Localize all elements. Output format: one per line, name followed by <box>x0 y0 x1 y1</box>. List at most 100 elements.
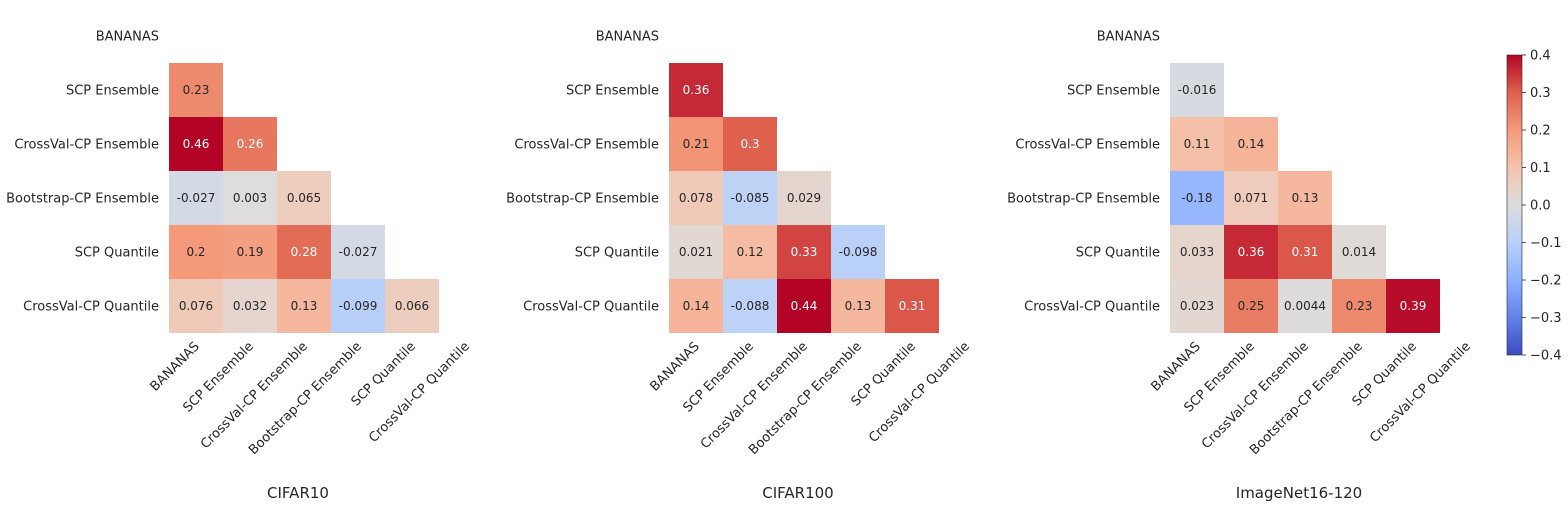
heatmap-cell <box>169 225 223 279</box>
column-label: CrossVal-CP Ensemble <box>1199 339 1312 452</box>
cell-value-label: 0.31 <box>899 299 926 313</box>
cell-value-label: -0.088 <box>731 299 770 313</box>
cell-value-label: 0.023 <box>1180 299 1214 313</box>
cell-value-label: 0.071 <box>1234 191 1268 205</box>
heatmap-cell <box>1278 171 1332 225</box>
cell-value-label: 0.021 <box>679 245 713 259</box>
heatmap-cell <box>277 225 331 279</box>
cell-value-label: 0.23 <box>1346 299 1373 313</box>
cell-value-label: -0.18 <box>1181 191 1212 205</box>
row-label: BANANAS <box>96 30 159 45</box>
column-label: BANANAS <box>1148 339 1203 394</box>
cell-value-label: 0.28 <box>291 245 318 259</box>
heatmap-cell <box>885 279 939 333</box>
heatmap-cell <box>669 63 723 117</box>
cell-value-label: 0.33 <box>791 245 818 259</box>
heatmap-cell <box>277 171 331 225</box>
heatmap-cell <box>1170 63 1224 117</box>
heatmap-cell <box>831 225 885 279</box>
column-label: Bootstrap-CP Ensemble <box>246 339 365 458</box>
heatmap-cell <box>1332 279 1386 333</box>
cell-value-label: 0.46 <box>183 137 210 151</box>
colorbar-tick-label: 0.2 <box>1530 124 1551 139</box>
cell-value-label: -0.016 <box>1178 83 1217 97</box>
cell-value-label: -0.027 <box>177 191 216 205</box>
row-label: Bootstrap-CP Ensemble <box>506 192 659 207</box>
colorbar-tick-label: −0.1 <box>1530 236 1562 251</box>
cell-value-label: 0.31 <box>1292 245 1319 259</box>
cell-value-label: -0.085 <box>731 191 770 205</box>
cell-value-label: 0.26 <box>237 137 264 151</box>
heatmap-cell <box>223 225 277 279</box>
heatmap-cell <box>723 279 777 333</box>
row-label: SCP Ensemble <box>66 84 159 99</box>
cell-value-label: 0.066 <box>395 299 429 313</box>
heatmap-panel-1: BANANAS SCP Ensemble CrossVal-CP Ensemble B… <box>6 30 473 503</box>
heatmap-cell <box>723 117 777 171</box>
cell-value-label: 0.39 <box>1400 299 1427 313</box>
row-label: CrossVal-CP Ensemble <box>14 138 159 153</box>
cell-value-label: 0.11 <box>1184 137 1211 151</box>
cell-value-label: 0.44 <box>791 299 818 313</box>
cell-value-label: 0.0044 <box>1284 299 1326 313</box>
heatmap-cell <box>1170 279 1224 333</box>
heatmap-cell <box>669 279 723 333</box>
cell-value-label: -0.027 <box>339 245 378 259</box>
column-label: CrossVal-CP Quantile <box>866 339 973 446</box>
row-label: BANANAS <box>596 30 659 45</box>
row-label: Bootstrap-CP Ensemble <box>1007 192 1160 207</box>
colorbar-gradient <box>1506 54 1523 356</box>
row-label: SCP Ensemble <box>566 84 659 99</box>
heatmap-cell <box>669 117 723 171</box>
row-label: CrossVal-CP Ensemble <box>1015 138 1160 153</box>
colorbar-tick-label: −0.2 <box>1530 274 1562 289</box>
heatmap-cell <box>1386 279 1440 333</box>
heatmap-cell <box>169 63 223 117</box>
cell-value-label: 0.029 <box>787 191 821 205</box>
heatmap-cell <box>169 279 223 333</box>
cell-value-label: 0.23 <box>183 83 210 97</box>
heatmap-cell <box>331 279 385 333</box>
heatmap-cell <box>1332 225 1386 279</box>
panel-title: CIFAR10 <box>267 484 329 502</box>
heatmap-cell <box>1224 225 1278 279</box>
row-label: SCP Quantile <box>575 246 659 261</box>
row-label: CrossVal-CP Quantile <box>23 300 159 315</box>
heatmap-cell <box>1224 171 1278 225</box>
heatmap-cell <box>777 225 831 279</box>
heatmap-cell <box>223 171 277 225</box>
cell-value-label: 0.12 <box>737 245 764 259</box>
column-label: CrossVal-CP Ensemble <box>698 339 811 452</box>
row-label: SCP Ensemble <box>1067 84 1160 99</box>
heatmap-cell <box>831 279 885 333</box>
heatmap-cell <box>331 225 385 279</box>
cell-value-label: 0.065 <box>287 191 321 205</box>
heatmap-cell <box>223 279 277 333</box>
heatmap-cell <box>1278 279 1332 333</box>
cell-value-label: 0.14 <box>683 299 710 313</box>
cell-value-label: 0.13 <box>1292 191 1319 205</box>
heatmap-cell <box>1224 279 1278 333</box>
colorbar: 0.4 0.3 0.2 0.1 0.0 −0.1 −0.2 −0.3 −0.4 <box>1506 49 1562 364</box>
panel-title: CIFAR100 <box>762 484 833 502</box>
cell-value-label: 0.3 <box>740 137 759 151</box>
row-label: CrossVal-CP Quantile <box>523 300 659 315</box>
row-label: BANANAS <box>1097 30 1160 45</box>
heatmap-cell <box>1170 117 1224 171</box>
heatmap-cell <box>669 171 723 225</box>
heatmap-cell <box>777 171 831 225</box>
column-label: CrossVal-CP Quantile <box>1367 339 1474 446</box>
cell-value-label: 0.19 <box>237 245 264 259</box>
cell-value-label: 0.14 <box>1238 137 1265 151</box>
heatmap-cell <box>223 117 277 171</box>
column-label: CrossVal-CP Quantile <box>366 339 473 446</box>
column-label: Bootstrap-CP Ensemble <box>746 339 865 458</box>
colorbar-tick-label: −0.3 <box>1530 311 1562 326</box>
cell-value-label: 0.25 <box>1238 299 1265 313</box>
cell-value-label: 0.21 <box>683 137 710 151</box>
cell-value-label: 0.13 <box>291 299 318 313</box>
heatmap-cell <box>385 279 439 333</box>
column-label: BANANAS <box>647 339 702 394</box>
